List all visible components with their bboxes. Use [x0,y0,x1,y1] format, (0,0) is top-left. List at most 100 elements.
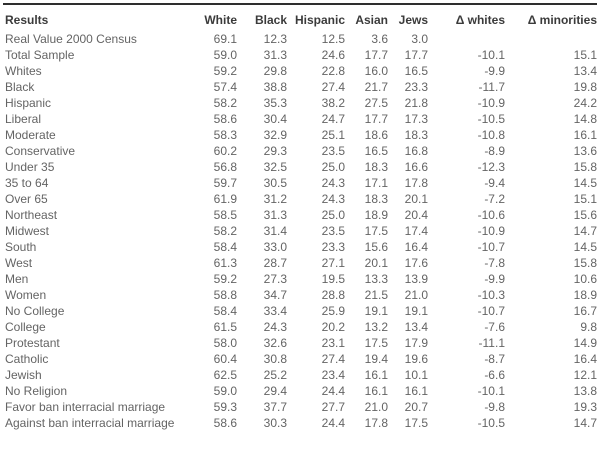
cell: 27.1 [321,256,345,270]
cell: 16.1 [404,384,428,398]
cell: 20.7 [404,400,428,414]
cell: 18.9 [364,208,388,222]
table-row: No College 58.4 33.4 25.9 19.1 19.1 -10.7 16.7 [3,303,597,319]
cell: 19.1 [364,304,388,318]
cell: -11.7 [478,80,505,94]
cell: 32.9 [263,128,287,142]
cell: 25.1 [321,128,345,142]
cell: 12.5 [321,32,345,46]
cell: -8.7 [484,352,505,366]
row-label: Whites [5,64,42,78]
cell: 20.4 [404,208,428,222]
cell: 31.3 [263,208,287,222]
cell: 9.8 [580,320,597,334]
cell: 23.5 [321,144,345,158]
row-label: Favor ban interracial marriage [5,400,166,414]
cell: 13.8 [573,384,597,398]
cell: 58.6 [213,112,237,126]
cell: 59.0 [213,48,237,62]
table-row: 35 to 64 59.7 30.5 24.3 17.1 17.8 -9.4 14.5 [3,175,597,191]
cell: 34.7 [263,288,287,302]
row-label: Women [5,288,47,302]
cell: 14.7 [573,224,597,238]
cell: 14.5 [573,240,597,254]
row-label: No Religion [5,384,68,398]
column-header: Asian [355,13,388,27]
cell: 59.2 [213,272,237,286]
cell: 29.4 [263,384,287,398]
column-header-results: Results [5,13,49,27]
cell: 25.0 [321,208,345,222]
cell: 18.9 [573,288,597,302]
table-row: Midwest 58.2 31.4 23.5 17.5 17.4 -10.9 14.7 [3,223,597,239]
cell [505,31,597,47]
column-header: Hispanic [294,13,345,27]
cell: -10.7 [477,304,505,318]
cell: 32.6 [263,336,287,350]
cell: 24.3 [263,320,287,334]
cell: 33.0 [263,240,287,254]
row-label: Real Value 2000 Census [5,32,137,46]
row-label: Conservative [5,144,76,158]
cell: 14.5 [573,176,597,190]
cell [428,31,505,47]
cell: -10.3 [477,288,505,302]
row-label: Under 35 [5,160,55,174]
table-row: College 61.5 24.3 20.2 13.2 13.4 -7.6 9.8 [3,319,597,335]
cell: 27.7 [321,400,345,414]
cell: 58.2 [213,96,237,110]
cell: 29.8 [263,64,287,78]
results-table-container: Results White Black Hispanic Asian Jews Δ whit… [3,3,597,431]
cell: 3.0 [411,32,428,46]
cell: 16.1 [364,384,388,398]
table-row: Real Value 2000 Census 69.1 12.3 12.5 3.6 3.0 [3,31,597,47]
cell: -9.9 [484,64,505,78]
row-label: Northeast [5,208,58,222]
cell: 14.9 [573,336,597,350]
cell: 60.4 [213,352,237,366]
cell: 58.0 [213,336,237,350]
cell: 13.9 [404,272,428,286]
cell: 16.1 [573,128,597,142]
cell: 21.8 [404,96,428,110]
cell: 28.8 [321,288,345,302]
row-label: Hispanic [5,96,52,110]
cell: 28.7 [263,256,287,270]
cell: 58.4 [213,240,237,254]
cell: 15.6 [573,208,597,222]
cell: -10.6 [477,208,505,222]
cell: 19.4 [364,352,388,366]
column-header: Black [254,13,287,27]
cell: -10.7 [477,240,505,254]
table-row: South 58.4 33.0 23.3 15.6 16.4 -10.7 14.5 [3,239,597,255]
cell: 15.6 [364,240,388,254]
table-row: Over 65 61.9 31.2 24.3 18.3 20.1 -7.2 15.1 [3,191,597,207]
cell: 20.1 [364,256,388,270]
cell: 17.5 [364,336,388,350]
cell: 61.5 [213,320,237,334]
cell: 21.5 [364,288,388,302]
table-row: Jewish 62.5 25.2 23.4 16.1 10.1 -6.6 12.1 [3,367,597,383]
cell: 10.1 [404,368,428,382]
cell: 27.4 [321,80,345,94]
table-row: Women 58.8 34.7 28.8 21.5 21.0 -10.3 18.9 [3,287,597,303]
cell: 59.3 [213,400,237,414]
table-row: Conservative 60.2 29.3 23.5 16.5 16.8 -8.9 13.6 [3,143,597,159]
cell: 23.5 [321,224,345,238]
cell: 17.7 [364,112,388,126]
cell: 24.2 [573,96,597,110]
cell: -9.4 [484,176,505,190]
column-header: Δ whites [455,13,505,27]
table-row: Catholic 60.4 30.8 27.4 19.4 19.6 -8.7 16.4 [3,351,597,367]
cell: 20.2 [321,320,345,334]
cell: 61.3 [213,256,237,270]
table-body: Real Value 2000 Census 69.1 12.3 12.5 3.6 3.0… [3,31,597,431]
cell: 29.3 [263,144,287,158]
cell: 22.8 [321,64,345,78]
table-row: Favor ban interracial marriage 59.3 37.7 27… [3,399,597,415]
cell: 21.0 [364,400,388,414]
cell: 27.4 [321,352,345,366]
cell: 30.8 [263,352,287,366]
cell: 12.1 [573,368,597,382]
row-label: 35 to 64 [5,176,49,190]
